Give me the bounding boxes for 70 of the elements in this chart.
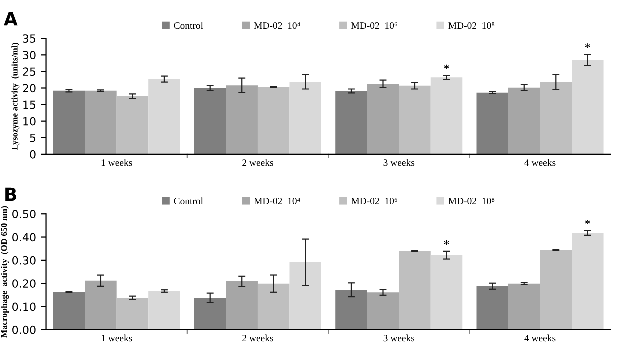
- y-tick-label: 0: [30, 150, 36, 159]
- bar: [85, 90, 117, 154]
- bar: [508, 88, 540, 154]
- bar: [540, 250, 572, 330]
- bar: [194, 298, 226, 330]
- annotation: *: [585, 220, 590, 225]
- bar: [476, 286, 509, 330]
- legend-label: Control: [174, 22, 204, 30]
- bar: [148, 291, 180, 330]
- y-tick-label: 0.10: [12, 302, 36, 312]
- bar: [540, 82, 572, 154]
- chart-title: B: [6, 188, 16, 202]
- bar: [85, 280, 117, 330]
- y-tick-label: 20: [23, 84, 36, 93]
- x-tick-label: 1 weeks: [102, 159, 132, 166]
- bar: [336, 91, 368, 154]
- bar: [148, 79, 180, 154]
- bar: [572, 233, 604, 330]
- x-tick-label: 3 weeks: [384, 334, 415, 342]
- y-tick-label: 10: [24, 117, 36, 126]
- x-tick-label: 1 weeks: [102, 334, 132, 342]
- bar: [367, 292, 400, 330]
- bar: [116, 298, 149, 330]
- y-axis-title: Lysozyme activity (units/ml): [12, 43, 20, 150]
- y-tick-label: 30: [23, 51, 36, 60]
- legend-label: MD-02 10⁴: [254, 22, 300, 30]
- bar: [258, 87, 290, 154]
- bar: [290, 82, 322, 154]
- y-tick-label: 25: [23, 68, 36, 76]
- legend-label: MD-02 10⁸: [448, 22, 495, 30]
- legend-label: MD-02 10⁶: [352, 22, 398, 30]
- y-tick-label: 0.00: [12, 326, 36, 334]
- bar: [399, 86, 431, 154]
- x-tick-label: 4 weeks: [524, 159, 556, 166]
- y-tick-label: 0.50: [12, 210, 36, 218]
- bar: [508, 284, 540, 330]
- x-tick-label: 2 weeks: [242, 334, 274, 342]
- legend-label: Control: [174, 198, 204, 205]
- y-tick-label: 15: [24, 100, 36, 110]
- bar: [430, 255, 463, 330]
- bar: [53, 292, 86, 330]
- bar: [53, 90, 86, 154]
- x-tick-label: 2 weeks: [242, 159, 274, 166]
- legend-label: MD-02 10⁸: [448, 198, 495, 205]
- y-tick-label: 0.20: [12, 280, 36, 288]
- bar: [572, 60, 604, 154]
- bar: [194, 88, 226, 154]
- annotation: *: [444, 240, 450, 246]
- bar: [430, 78, 463, 154]
- bar: [399, 251, 431, 330]
- y-tick-label: 0.40: [12, 233, 36, 242]
- bar: [226, 86, 258, 154]
- chart-title: A: [4, 12, 18, 26]
- legend-label: MD-02 10⁴: [254, 198, 300, 205]
- x-tick-label: 4 weeks: [524, 334, 556, 342]
- bar: [226, 282, 258, 330]
- bar: [476, 92, 509, 154]
- y-tick-label: 0.30: [12, 256, 36, 265]
- bar: [367, 84, 400, 154]
- bar: [258, 284, 290, 330]
- bar: [290, 262, 322, 330]
- bar: [336, 290, 368, 330]
- bar: [116, 96, 149, 154]
- x-tick-label: 3 weeks: [384, 159, 415, 166]
- y-tick-label: 35: [23, 34, 36, 43]
- y-tick-label: 5: [30, 134, 36, 142]
- annotation: *: [585, 44, 590, 48]
- annotation: *: [444, 64, 450, 70]
- legend-label: MD-02 10⁶: [352, 198, 398, 205]
- y-axis-title: Macrophage activity (OD 650 nm): [1, 206, 10, 338]
